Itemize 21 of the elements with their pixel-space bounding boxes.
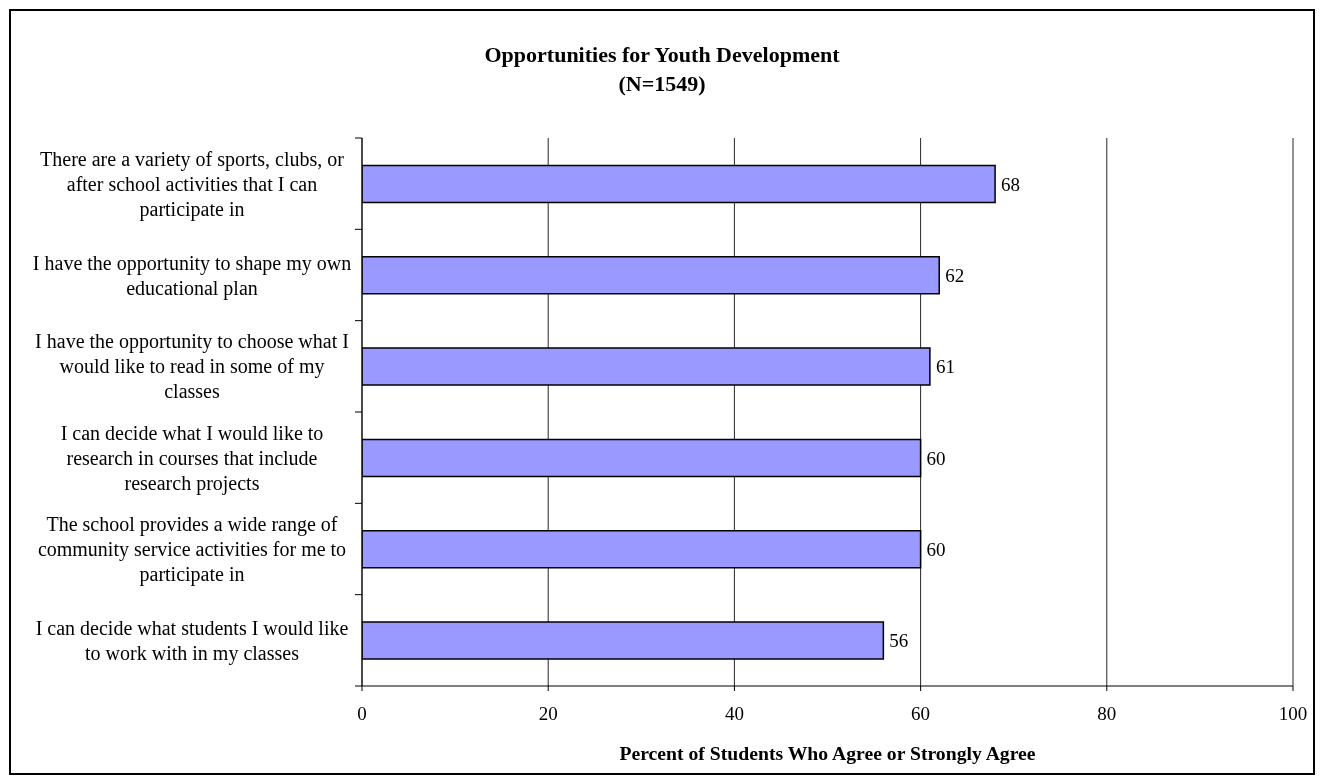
y-tick-label: There are a variety of sports, clubs, or after school activities that I can participate in: [40, 147, 345, 221]
y-tick-label: I have the opportunity to choose what I would like to read in some of my classes: [35, 330, 349, 403]
chart-subtitle: (N=1549): [617, 70, 707, 98]
y-tick-label: I can decide what students I would like to work with in my classes: [35, 616, 349, 665]
data-label: 60: [926, 538, 946, 560]
x-tick-label: 40: [724, 703, 744, 725]
y-tick-label: The school provides a wide range of community service activities for me to participate in: [37, 513, 347, 586]
data-label: 62: [945, 264, 965, 286]
data-label: 60: [926, 447, 946, 469]
x-tick-label: 0: [357, 703, 367, 725]
x-axis-title: Percent of Students Who Agree or Strongly Agree: [619, 742, 1036, 764]
data-label: 61: [935, 356, 955, 378]
x-tick-label: 80: [1097, 703, 1117, 725]
y-tick-label: I can decide what I would like to research in courses that include research projects: [60, 421, 324, 495]
x-tick-label: 100: [1278, 703, 1308, 725]
data-label: 68: [1001, 173, 1021, 195]
y-tick-label: I have the opportunity to shape my own educational plan: [32, 251, 352, 300]
x-tick-label: 60: [911, 703, 931, 725]
x-tick-label: 20: [538, 703, 558, 725]
data-label: 56: [889, 630, 909, 652]
chart-title: Opportunities for Youth Development: [483, 41, 841, 69]
